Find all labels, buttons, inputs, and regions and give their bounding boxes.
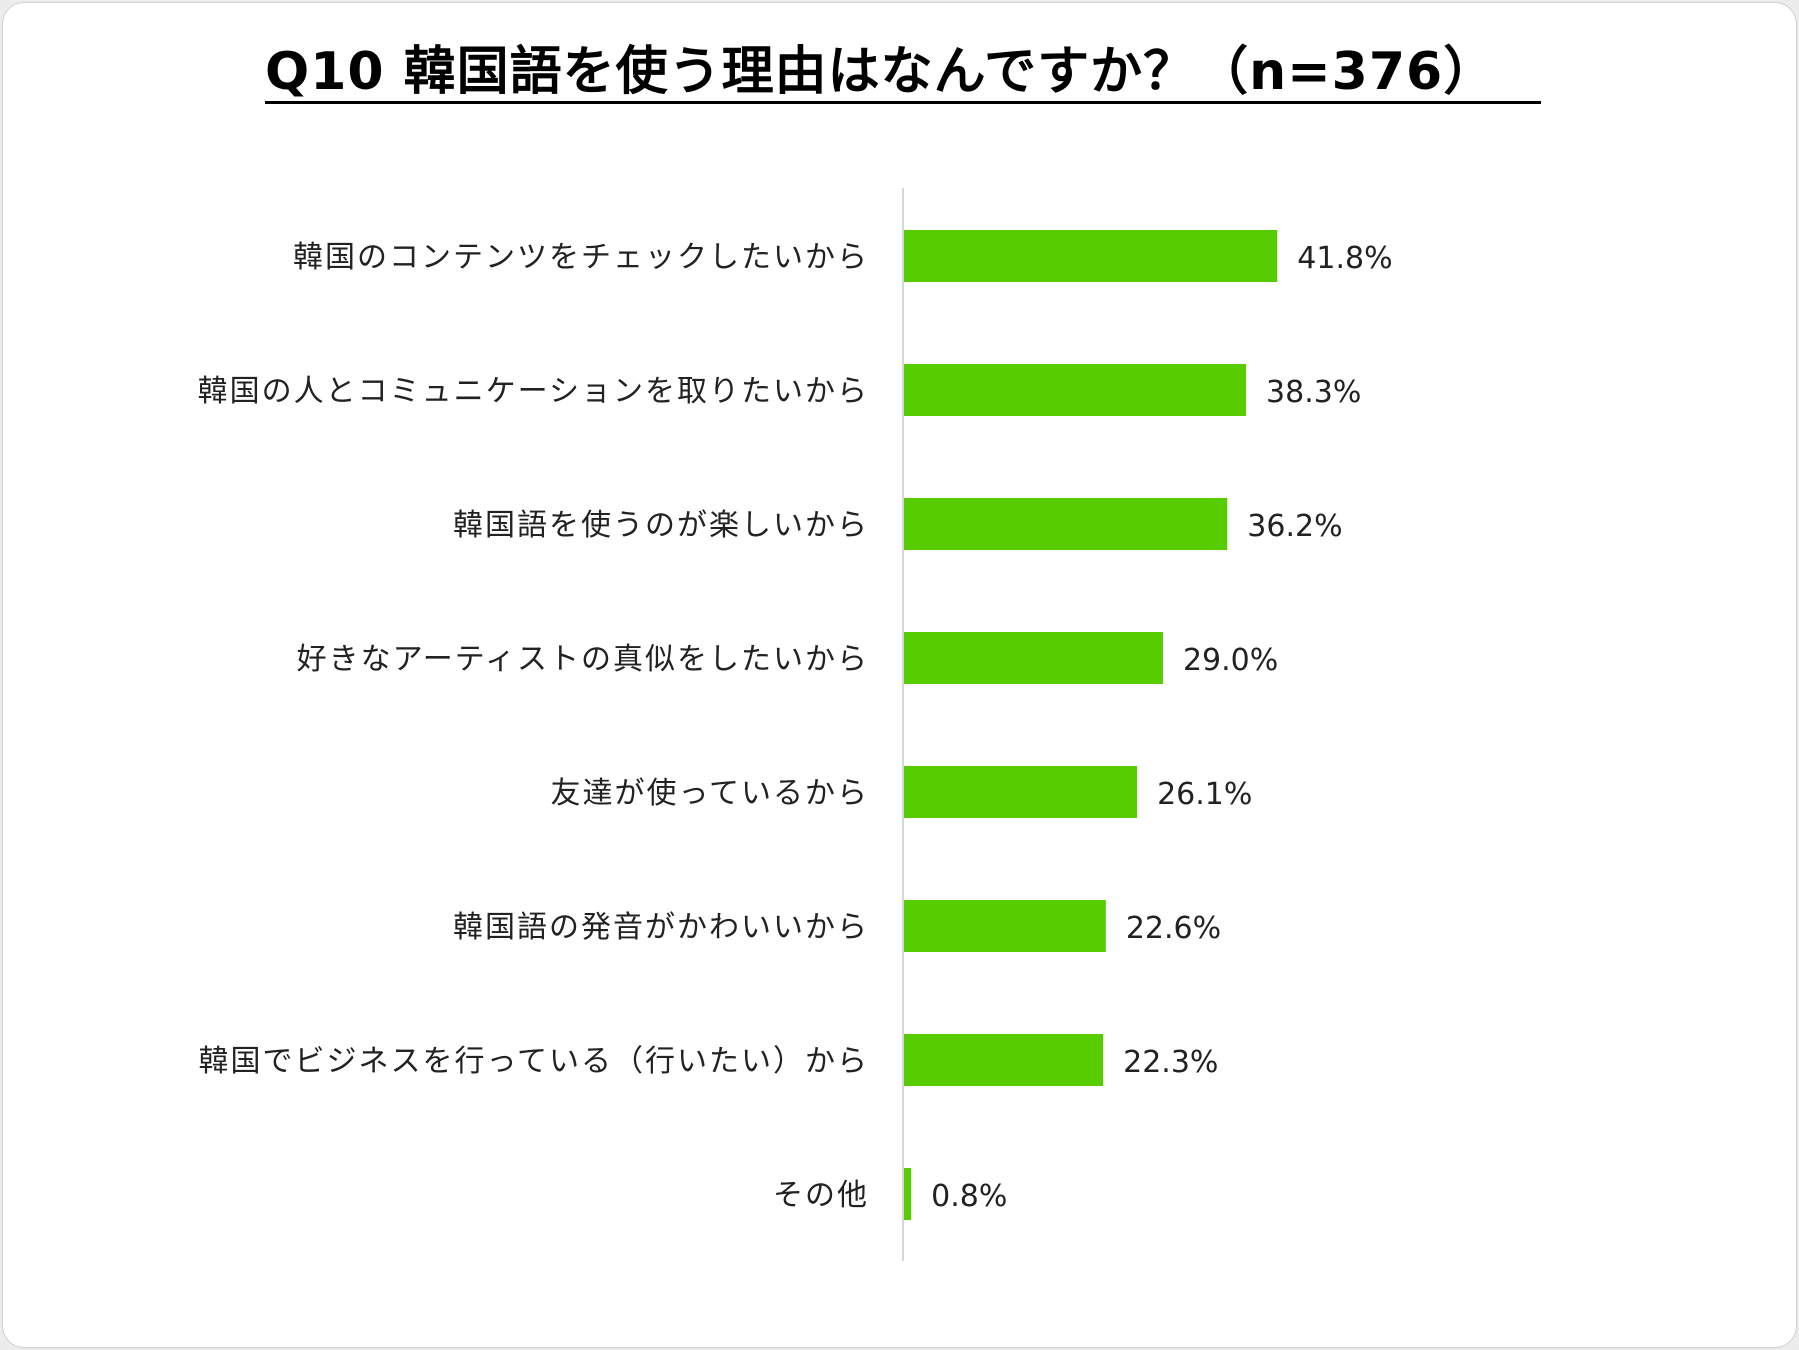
value-label-8: 0.8%: [931, 1179, 1007, 1214]
category-label-1: 韓国のコンテンツをチェックしたいから: [293, 240, 869, 275]
category-label-8: その他: [773, 1178, 869, 1213]
bar-7: [904, 1034, 1104, 1086]
category-label-5: 友達が使っているから: [551, 776, 870, 811]
bar-1: [904, 230, 1278, 282]
value-label-7: 22.3%: [1123, 1045, 1218, 1080]
bar-3: [904, 498, 1228, 550]
title-underline: [265, 101, 1541, 104]
bar-2: [904, 364, 1247, 416]
value-label-6: 22.6%: [1126, 911, 1221, 946]
category-label-4: 好きなアーティストの真似をしたいから: [297, 642, 869, 677]
category-label-6: 韓国語の発音がかわいいから: [453, 910, 869, 945]
category-label-7: 韓国でビジネスを行っている（行いたい）から: [199, 1044, 870, 1079]
bar-chart: 韓国のコンテンツをチェックしたいから 41.8% 韓国の人とコミュニケーションを取り…: [198, 188, 1393, 1261]
value-label-5: 26.1%: [1157, 777, 1252, 812]
bar-4: [904, 632, 1163, 684]
chart-title: Q10 韓国語を使う理由はなんですか？（n=376）: [265, 42, 1497, 102]
value-label-1: 41.8%: [1297, 241, 1392, 276]
category-label-2: 韓国の人とコミュニケーションを取りたいから: [198, 374, 869, 409]
bar-5: [904, 766, 1138, 818]
bar-8: [904, 1168, 912, 1220]
value-label-2: 38.3%: [1266, 375, 1361, 410]
value-label-4: 29.0%: [1183, 643, 1278, 678]
category-label-3: 韓国語を使うのが楽しいから: [453, 508, 869, 543]
bar-6: [904, 900, 1106, 952]
value-label-3: 36.2%: [1247, 509, 1342, 544]
